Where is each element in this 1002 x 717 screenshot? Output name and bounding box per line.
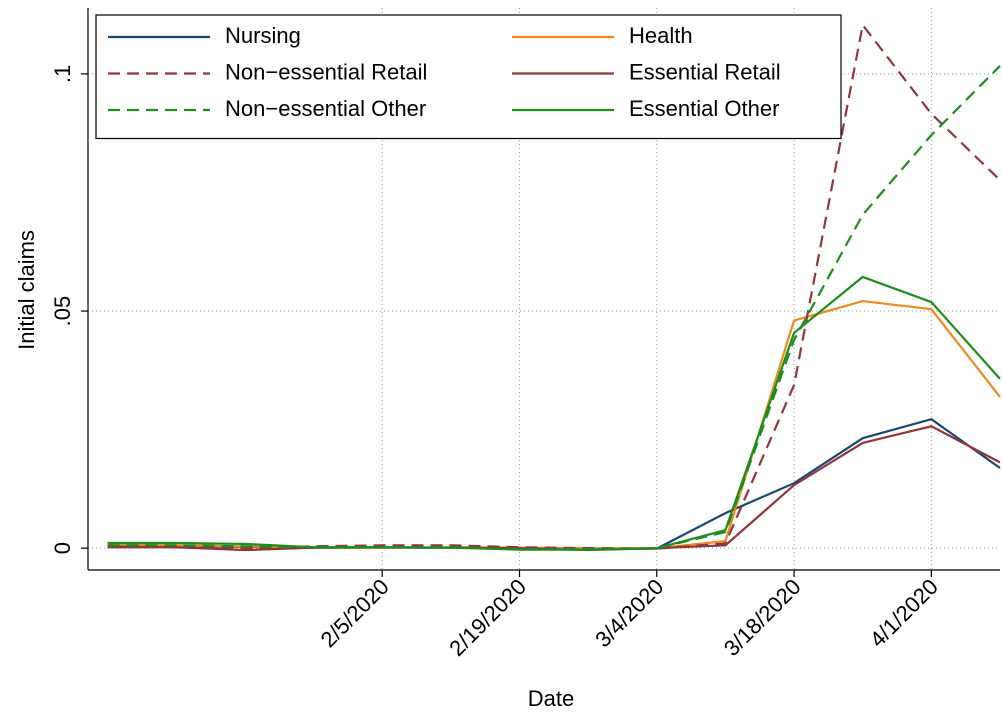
x-tick-label: 3/18/2020 [719, 574, 806, 661]
legend-label: Non−essential Other [225, 96, 426, 121]
x-tick-label: 2/5/2020 [316, 574, 394, 652]
y-axis-title: Initial claims [14, 230, 39, 350]
series-line [107, 299, 1001, 550]
x-tick-label: 2/19/2020 [444, 574, 531, 661]
series-line [107, 417, 1001, 550]
series-line [107, 425, 1001, 552]
y-tick-label: .1 [50, 65, 75, 83]
x-tick-label: 4/1/2020 [865, 574, 943, 652]
legend-label: Essential Other [629, 96, 779, 121]
legend-label: Nursing [225, 23, 301, 48]
legend-label: Essential Retail [629, 59, 781, 84]
legend-label: Non−essential Retail [225, 59, 427, 84]
x-axis-title: Date [528, 686, 574, 711]
y-tick-label: 0 [50, 542, 75, 554]
series-line [107, 275, 1001, 551]
legend-box [95, 14, 842, 140]
y-tick-label: .05 [50, 296, 75, 327]
series-line [107, 22, 1001, 550]
legend-label: Health [629, 23, 693, 48]
x-tick-label: 3/4/2020 [590, 574, 668, 652]
